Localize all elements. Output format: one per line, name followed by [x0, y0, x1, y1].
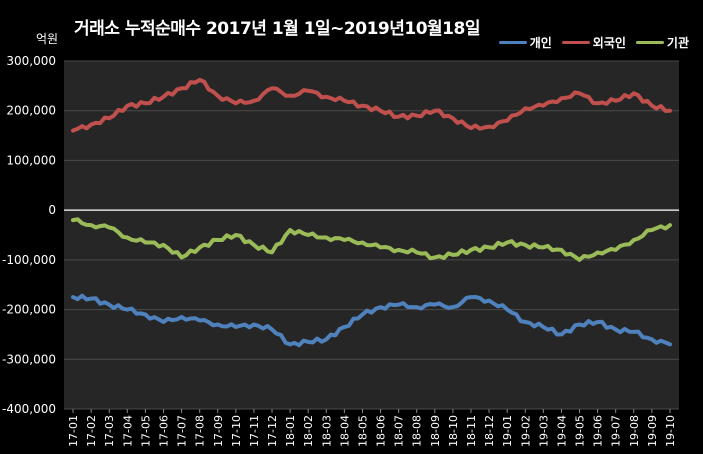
x-tick-label: 18-08	[411, 415, 424, 447]
x-tick-label: 17-09	[212, 415, 225, 447]
y-tick-label: 300,000	[6, 54, 56, 68]
y-tick-label: -300,000	[2, 352, 56, 366]
x-tick-label: 17-04	[121, 415, 134, 447]
legend-swatch-individual	[498, 41, 527, 44]
y-axis-unit: 억원	[36, 32, 59, 46]
x-tick-label: 17-05	[139, 415, 152, 447]
y-tick-label: 0	[48, 203, 56, 217]
x-tick-label: 19-05	[574, 415, 587, 447]
x-tick-label: 18-02	[302, 415, 315, 447]
legend-item-institution: 기관	[635, 34, 689, 51]
x-tick-label: 19-09	[646, 415, 659, 447]
plot-area: 300,000 200,000 100,000 0 -100,000 -200,000 -3…	[2, 54, 679, 447]
x-tick-label: 19-07	[610, 415, 623, 447]
series-line-foreign	[71, 77, 672, 133]
chart-title: 거래소 누적순매수 2017년 1월 1일~2019년10월18일	[74, 19, 480, 39]
x-tick-label: 17-08	[194, 415, 207, 447]
legend-swatch-foreign	[561, 41, 590, 44]
y-tick-label: -100,000	[2, 253, 56, 267]
x-tick-label: 18-04	[338, 415, 351, 447]
legend-label-individual: 개인	[529, 36, 552, 50]
series-line-institution	[71, 217, 672, 262]
x-tick-label: 19-08	[628, 415, 641, 447]
x-tick-label: 19-06	[592, 415, 605, 447]
legend-label-institution: 기관	[666, 36, 689, 50]
x-tick-label: 17-06	[157, 415, 170, 447]
x-tick-label: 19-04	[555, 415, 568, 447]
x-tick-label: 17-11	[248, 415, 261, 447]
x-tick-label: 18-01	[284, 415, 297, 447]
series-line-individual	[71, 293, 672, 348]
y-tick-label: 200,000	[6, 104, 56, 118]
x-tick-label: 17-02	[85, 415, 98, 447]
x-tick-label: 17-12	[266, 415, 279, 447]
y-tick-label: 100,000	[6, 153, 56, 167]
x-tick-label: 18-07	[393, 415, 406, 447]
legend-swatch-institution	[635, 41, 664, 44]
x-tick-label: 17-07	[176, 415, 189, 447]
x-tick-label: 17-03	[103, 415, 116, 447]
legend-item-foreign: 외국인	[561, 34, 626, 51]
x-tick-label: 19-01	[501, 415, 514, 447]
x-tick-label: 17-10	[230, 415, 243, 447]
x-tick-label: 19-02	[519, 415, 532, 447]
legend-item-individual: 개인	[498, 34, 552, 51]
x-tick-label: 18-03	[320, 415, 333, 447]
x-tick-label: 19-03	[537, 415, 550, 447]
plot-area-background	[64, 61, 679, 409]
y-tick-label: -400,000	[2, 402, 56, 416]
x-tick-label: 19-10	[664, 415, 677, 447]
x-tick-label: 18-09	[429, 415, 442, 447]
x-tick-label: 18-05	[356, 415, 369, 447]
legend-label-foreign: 외국인	[592, 36, 626, 50]
x-tick-label: 18-10	[447, 415, 460, 447]
legend: 개인 외국인 기관	[498, 34, 689, 51]
x-tick-label: 18-06	[375, 415, 388, 447]
y-tick-label: -200,000	[2, 303, 56, 317]
x-tick-label: 17-01	[67, 415, 80, 447]
x-tick-label: 18-12	[483, 415, 496, 447]
x-tick-label: 18-11	[465, 415, 478, 447]
